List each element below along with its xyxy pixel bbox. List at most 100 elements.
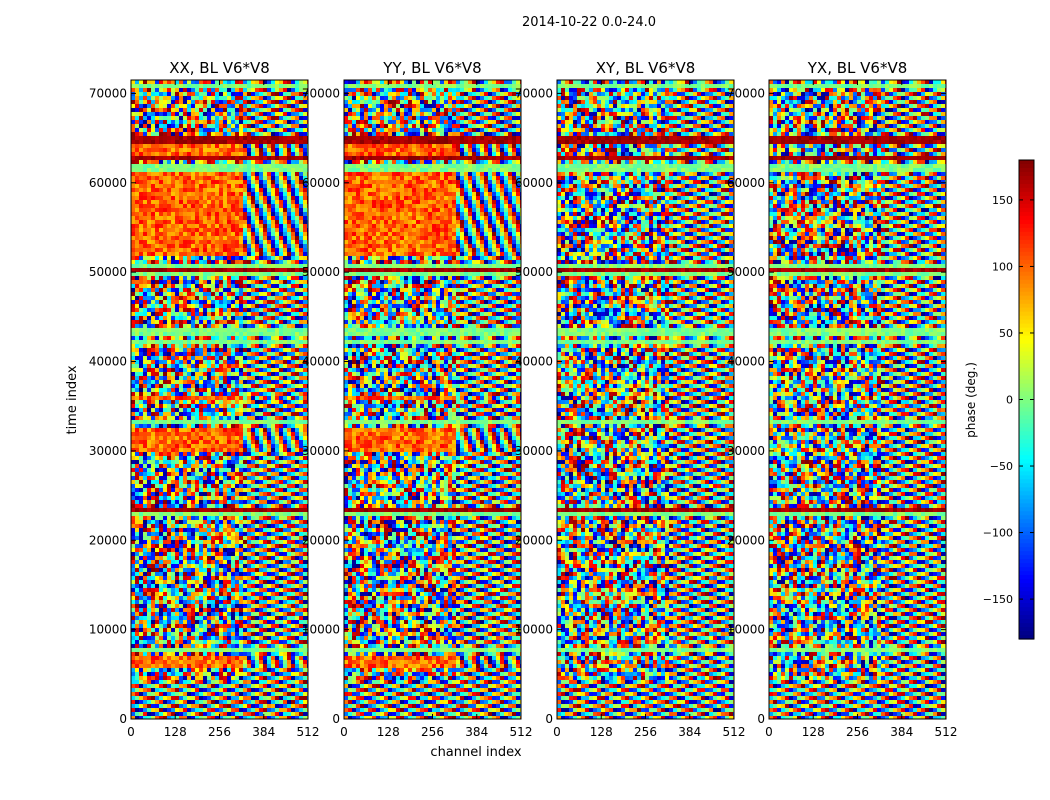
heatmap-cell [227,388,231,392]
heatmap-cell [207,300,211,304]
heatmap-cell [143,460,147,464]
heatmap-cell [211,320,215,324]
heatmap-cell [223,80,227,84]
heatmap-cell [183,280,187,284]
heatmap-cell [199,308,203,312]
heatmap-cell [159,484,163,488]
heatmap-cell [271,424,275,428]
heatmap-cell [255,148,259,152]
heatmap-cell [203,140,207,144]
heatmap-cell [211,236,215,240]
heatmap-cell [183,464,187,468]
heatmap-cell [159,292,163,296]
heatmap-cell [223,248,227,252]
heatmap-cell [195,248,199,252]
heatmap-cell [295,364,299,368]
heatmap-cell [219,204,223,208]
heatmap-cell [299,432,303,436]
heatmap-cell [255,156,259,160]
heatmap-cell [259,148,263,152]
heatmap-cell [235,320,239,324]
heatmap-cell [239,468,243,472]
heatmap-cell [259,124,263,128]
heatmap-cell [183,296,187,300]
heatmap-cell [207,292,211,296]
heatmap-cell [207,192,211,196]
heatmap-cell [251,516,255,520]
heatmap-cell [275,364,279,368]
heatmap-cell [175,80,179,84]
heatmap-cell [167,252,171,256]
heatmap-cell [135,284,139,288]
heatmap-cell [187,472,191,476]
heatmap-cell [291,332,295,336]
heatmap-cell [167,300,171,304]
heatmap-cell [179,220,183,224]
heatmap-cell [271,312,275,316]
heatmap-cell [239,156,243,160]
heatmap-cell [131,328,135,332]
heatmap-cell [179,428,183,432]
heatmap-cell [275,188,279,192]
heatmap-cell [271,188,275,192]
heatmap-cell [291,252,295,256]
heatmap-cell [211,508,215,512]
heatmap-cell [139,164,143,168]
heatmap-cell [227,232,231,236]
heatmap-cell [131,188,135,192]
heatmap-cell [239,188,243,192]
heatmap-cell [163,472,167,476]
heatmap-cell [231,380,235,384]
heatmap-cell [219,104,223,108]
heatmap-cell [223,256,227,260]
heatmap-cell [215,408,219,412]
heatmap-cell [207,212,211,216]
heatmap-cell [219,276,223,280]
heatmap-cell [239,452,243,456]
heatmap-cell [187,232,191,236]
heatmap-cell [195,376,199,380]
heatmap-cell [175,432,179,436]
heatmap-cell [235,92,239,96]
heatmap-cell [267,344,271,348]
heatmap-cell [147,420,151,424]
heatmap-cell [191,368,195,372]
heatmap-cell [223,356,227,360]
heatmap-cell [187,188,191,192]
heatmap-cell [227,100,231,104]
heatmap-cell [223,332,227,336]
heatmap-cell [231,324,235,328]
heatmap-cell [223,208,227,212]
heatmap-cell [151,492,155,496]
heatmap-cell [243,92,247,96]
heatmap-cell [143,104,147,108]
heatmap-cell [183,152,187,156]
heatmap-cell [131,496,135,500]
heatmap-cell [279,360,283,364]
heatmap-cell [275,236,279,240]
heatmap-cell [219,504,223,508]
heatmap-cell [163,396,167,400]
heatmap-cell [179,84,183,88]
heatmap-cell [259,512,263,516]
heatmap-cell [255,468,259,472]
heatmap-cell [143,400,147,404]
heatmap-cell [303,148,307,152]
heatmap-cell [175,376,179,380]
heatmap-cell [163,436,167,440]
heatmap-cell [267,212,271,216]
heatmap-cell [243,388,247,392]
heatmap-cell [255,492,259,496]
heatmap-cell [155,464,159,468]
heatmap-cell [183,520,187,524]
heatmap-cell [207,268,211,272]
heatmap-cell [287,520,291,524]
heatmap-cell [195,316,199,320]
heatmap-cell [183,100,187,104]
heatmap-cell [167,412,171,416]
heatmap-cell [159,324,163,328]
heatmap-cell [303,380,307,384]
heatmap-cell [163,92,167,96]
heatmap-cell [231,228,235,232]
heatmap-cell [207,316,211,320]
